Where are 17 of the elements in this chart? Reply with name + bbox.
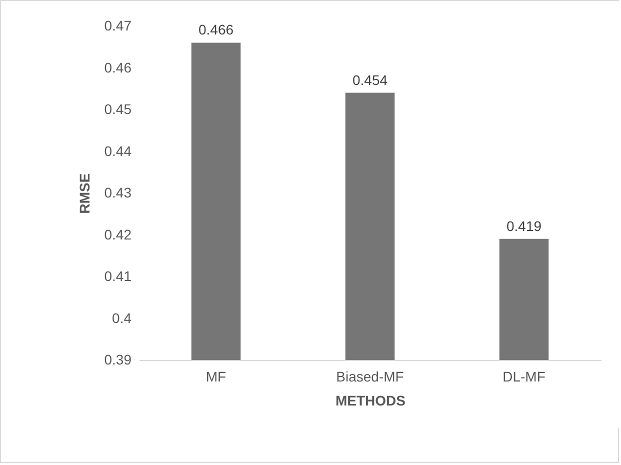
x-tick-label: MF [206, 368, 226, 384]
y-tick-label: 0.4 [112, 310, 132, 326]
data-label: 0.454 [352, 72, 388, 88]
y-tick-label: 0.43 [104, 184, 132, 200]
data-label: 0.466 [198, 22, 234, 38]
data-label: 0.419 [506, 218, 542, 234]
y-tick-label: 0.47 [104, 18, 132, 34]
y-axis-title: RMSE [76, 173, 92, 214]
x-tick-label: Biased-MF [336, 368, 404, 384]
y-tick-label: 0.46 [104, 59, 132, 76]
x-axis-title: METHODS [336, 392, 406, 408]
y-tick-label: 0.39 [104, 352, 132, 368]
y-tick-label: 0.44 [104, 142, 132, 159]
y-tick-label: 0.42 [104, 226, 132, 242]
x-tick-label: DL-MF [502, 368, 546, 384]
y-tick-label: 0.45 [104, 101, 132, 117]
y-tick-label: 0.41 [104, 268, 132, 284]
